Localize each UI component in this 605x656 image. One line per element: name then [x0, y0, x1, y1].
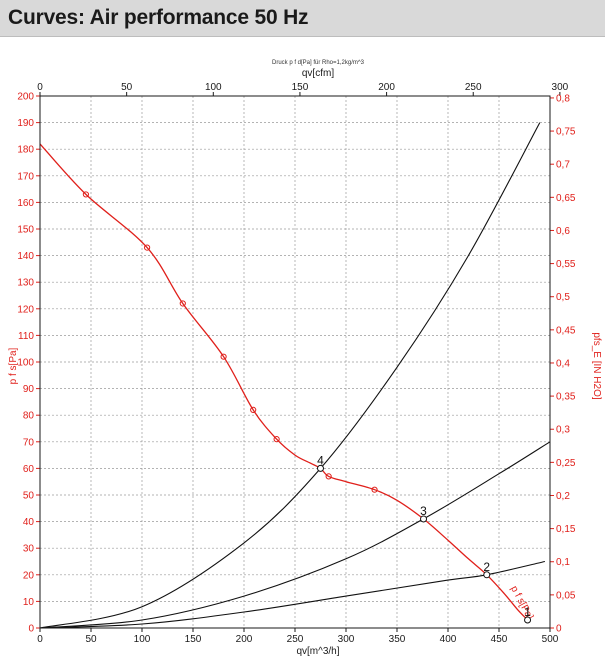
y-right-tick-label: 0,35	[556, 392, 576, 403]
system-curve-system-4	[39, 122, 541, 629]
operating-point-label: 4	[317, 453, 324, 467]
x-top-tick-label: 100	[205, 82, 222, 93]
y-tick-label: 160	[17, 198, 34, 209]
plot-frame	[39, 95, 551, 629]
operating-point-marker	[317, 464, 324, 472]
x-tick-label: 450	[491, 634, 508, 645]
x-top-tick-label: 250	[465, 82, 482, 93]
y-tick-label: 120	[17, 304, 34, 315]
y-tick-label: 110	[18, 331, 34, 342]
x-top-tick-label: 50	[121, 82, 133, 93]
x-tick-label: 400	[440, 634, 457, 645]
operating-point-marker	[420, 515, 428, 523]
x-top-tick-label: 300	[552, 82, 569, 93]
x-tick-label: 300	[338, 634, 355, 645]
fan-curve-marker	[82, 191, 90, 198]
y-tick-label: 100	[17, 358, 34, 369]
y-right-tick-label: 0,3	[556, 425, 570, 436]
y-tick-label: 40	[23, 517, 35, 528]
y-tick-label: 80	[23, 411, 35, 422]
x-tick-label: 150	[185, 634, 202, 645]
x-top-tick-label: 150	[292, 82, 309, 93]
chart-grid	[40, 96, 550, 628]
y-tick-label: 140	[17, 251, 34, 262]
y-right-tick-label: 0,4	[556, 358, 570, 369]
y-right-tick-label: 0,05	[556, 590, 576, 601]
fan-curve	[39, 143, 529, 621]
x-tick-label: 0	[37, 634, 43, 645]
y-right-tick-label: 0,8	[556, 93, 570, 104]
y-right-tick-label: 0,45	[556, 325, 576, 336]
y-tick-label: 130	[17, 278, 34, 289]
operating-point-label: 2	[483, 560, 490, 574]
y-tick-label: 0	[28, 624, 34, 635]
x-tick-label: 50	[85, 634, 97, 645]
y-tick-label: 180	[17, 145, 34, 156]
y-tick-label: 70	[23, 437, 35, 448]
y-tick-label: 150	[17, 225, 34, 236]
y-tick-label: 50	[23, 491, 35, 502]
y-right-tick-label: 0,5	[556, 292, 570, 303]
x-top-tick-label: 0	[37, 82, 43, 93]
y-tick-label: 30	[23, 544, 35, 555]
y-right-tick-label: 0,55	[556, 259, 576, 270]
y-tick-label: 170	[17, 171, 34, 182]
chart-title: Druck p f d[Pa] für Rho=1,2kg/m^3	[272, 60, 365, 66]
fan-curve-marker	[273, 436, 280, 443]
x-tick-label: 100	[134, 634, 151, 645]
y-right-tick-label: 0,25	[556, 458, 576, 469]
x-top-tick-label: 200	[378, 82, 395, 93]
y-axis-label: p f s[Pa]	[8, 347, 19, 384]
x-tick-label: 350	[389, 634, 406, 645]
page-header: Curves: Air performance 50 Hz	[0, 0, 605, 37]
y-tick-label: 200	[17, 92, 34, 103]
y-right-tick-label: 0,15	[556, 524, 576, 535]
page-title: Curves: Air performance 50 Hz	[8, 6, 309, 29]
y-right-tick-label: 0,75	[556, 127, 576, 138]
x-tick-label: 200	[236, 634, 253, 645]
x-tick-label: 500	[542, 634, 559, 645]
y-right-tick-label: 0,65	[556, 193, 576, 204]
operating-point-marker	[483, 571, 491, 579]
fan-curve-marker	[371, 486, 378, 493]
y-right-tick-label: 0	[556, 624, 562, 635]
y-tick-label: 190	[17, 118, 34, 129]
fan-curve-marker	[325, 473, 332, 480]
y-tick-label: 10	[23, 597, 35, 608]
y-right-tick-label: 0,6	[556, 226, 570, 237]
system-curve-system-3	[39, 441, 551, 629]
fan-curve-marker	[179, 300, 186, 307]
system-curve-system-2	[39, 560, 546, 629]
x-axis-label: qv[m^3/h]	[296, 646, 339, 656]
y-tick-label: 90	[23, 384, 35, 395]
chart-ticks: 0 50 100 150 200 250 300 350 400 450 5000102030405…	[17, 82, 576, 645]
x-axis-top-label: qv[cfm]	[302, 68, 334, 79]
y-right-tick-label: 0,1	[556, 557, 570, 568]
x-tick-label: 250	[287, 634, 304, 645]
fan-curve-marker	[250, 406, 257, 413]
y-right-tick-label: 0,7	[556, 160, 570, 171]
y-tick-label: 60	[23, 464, 35, 475]
operating-point-label: 3	[420, 504, 427, 518]
y-tick-label: 20	[23, 570, 35, 581]
y-right-tick-label: 0,2	[556, 491, 570, 502]
y-axis-right-label: pfs_E [IN H2O]	[591, 332, 602, 399]
operating-point-label: 1	[524, 605, 531, 619]
fan-curve-marker	[220, 353, 227, 360]
operating-point-marker	[524, 616, 532, 624]
fan-curve-marker	[144, 244, 151, 251]
